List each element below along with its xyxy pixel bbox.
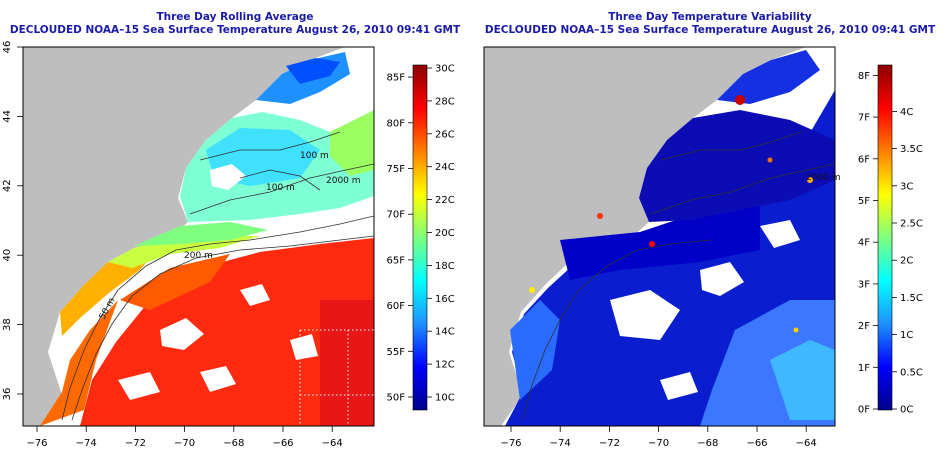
colorbar-c-label: 16C [435, 294, 455, 305]
right-x-tick-label: −72 [599, 438, 620, 449]
left-y-tick-label: 44 [2, 110, 13, 123]
left-map-frame [22, 46, 375, 427]
right-title-line2: DECLOUDED NOAA–15 Sea Surface Temperatur… [484, 24, 936, 36]
colorbar-f-label: 2F [858, 321, 870, 332]
colorbar-c-label: 2.5C [900, 219, 923, 230]
colorbar-c-label: 14C [435, 327, 455, 338]
left-title-line1: Three Day Rolling Average [156, 11, 314, 23]
colorbar-c-label: 12C [435, 360, 455, 371]
colorbar-f-label: 5F [858, 196, 870, 207]
colorbar-c-label: 30C [435, 64, 455, 75]
colorbar-c-label: 18C [435, 261, 455, 272]
contour-label-100m-a: 100 m [300, 151, 329, 161]
colorbar-f-label: 0F [858, 405, 870, 416]
colorbar-f-label: 70F [387, 210, 406, 221]
colorbar-c-label: 22C [435, 195, 455, 206]
right-x-tick-label: −68 [697, 438, 718, 449]
left-x-tick-label: −74 [76, 438, 97, 449]
left-colorbar-fahrenheit-ticks: 50F 55F 60F 65F 70F 75F 80F 85F [387, 73, 413, 404]
colorbar-f-label: 8F [858, 71, 870, 82]
right-title-line1: Three Day Temperature Variability [608, 11, 812, 23]
contour-label-200m: 200 m [184, 251, 213, 261]
right-colorbar-celsius-ticks: 0C 0.5C 1C 1.5C 2C 2.5C 3C 3.5C 4C [892, 107, 923, 416]
colorbar-f-label: 75F [387, 164, 406, 175]
right-x-tick-label: −70 [648, 438, 669, 449]
colorbar-f-label: 80F [387, 118, 406, 129]
colorbar-f-label: 4F [858, 238, 870, 249]
right-x-tick-label: −64 [796, 438, 817, 449]
colorbar-f-label: 6F [858, 154, 870, 165]
left-y-tick-label: 36 [2, 388, 13, 401]
right-x-tick-label: −74 [550, 438, 571, 449]
contour-label-100m-b: 100 m [266, 183, 295, 193]
right-colorbar-fahrenheit-ticks: 0F 1F 2F 3F 4F 5F 6F 7F 8F [858, 71, 878, 416]
left-x-tick-label: −66 [272, 438, 293, 449]
colorbar-f-label: 55F [387, 347, 406, 358]
colorbar-c-label: 3.5C [900, 144, 923, 155]
colorbar-c-label: 0.5C [900, 367, 923, 378]
right-x-tick-label: −66 [746, 438, 767, 449]
right-x-axis: −76 −74 −72 −70 −68 −66 −64 [500, 426, 817, 449]
left-title-line2: DECLOUDED NOAA–15 Sea Surface Temperatur… [9, 24, 461, 36]
right-map-title: Three Day Temperature Variability DECLOU… [470, 11, 950, 37]
colorbar-c-label: 20C [435, 228, 455, 239]
colorbar-c-label: 4C [900, 107, 913, 118]
left-y-tick-label: 40 [2, 249, 13, 262]
colorbar-f-label: 65F [387, 255, 406, 266]
left-y-tick-label: 38 [2, 318, 13, 331]
left-y-tick-label: 46 [2, 41, 13, 54]
colorbar-c-label: 3C [900, 181, 913, 192]
colorbar-c-label: 28C [435, 96, 455, 107]
colorbar-c-label: 10C [435, 393, 455, 404]
left-x-axis: −76 −74 −72 −70 −68 −66 −64 [26, 426, 343, 449]
colorbar-f-label: 3F [858, 279, 870, 290]
left-y-tick-label: 42 [2, 179, 13, 192]
left-sst-field [23, 47, 374, 426]
right-colorbar: 0F 1F 2F 3F 4F 5F 6F 7F 8F 0C 0.5C 1C 1.5C 2C 2.5C 3C 3… [858, 64, 923, 416]
colorbar-f-label: 7F [858, 113, 870, 124]
left-colorbar-strip [412, 64, 428, 411]
left-map-title: Three Day Rolling Average DECLOUDED NOAA… [0, 11, 470, 37]
right-variability-field [484, 47, 835, 426]
colorbar-f-label: 1F [858, 363, 870, 374]
left-x-tick-label: −68 [223, 438, 244, 449]
right-x-tick-label: −76 [500, 438, 521, 449]
colorbar-f-label: 50F [387, 393, 406, 404]
right-map: 2000 m −76 −74 −72 −70 −68 −66 −64 [483, 46, 841, 449]
left-x-tick-label: −76 [26, 438, 47, 449]
colorbar-c-label: 1C [900, 330, 913, 341]
right-contour-label-2000m: 2000 m [806, 173, 841, 183]
colorbar-c-label: 24C [435, 162, 455, 173]
colorbar-c-label: 0C [900, 405, 913, 416]
left-map: 100 m 100 m 2000 m 200 m 50 m −76 −74 −72−… [2, 41, 375, 449]
colorbar-c-label: 1.5C [900, 293, 923, 304]
colorbar-c-label: 2C [900, 256, 913, 267]
left-x-tick-label: −72 [125, 438, 146, 449]
colorbar-f-label: 85F [387, 73, 406, 84]
left-y-axis: 36 38 40 42 44 46 [2, 41, 23, 401]
left-x-tick-label: −70 [174, 438, 195, 449]
colorbar-f-label: 60F [387, 301, 406, 312]
left-colorbar-celsius-ticks: 10C 12C 14C 16C 18C 20C 22C 24C 26C 28C 30C [427, 64, 455, 404]
left-x-tick-label: −64 [322, 438, 343, 449]
right-colorbar-strip [877, 64, 893, 411]
colorbar-c-label: 26C [435, 129, 455, 140]
right-map-frame [483, 46, 836, 427]
left-colorbar: 50F 55F 60F 65F 70F 75F 80F 85F 10C 12C 14C 16C 18C… [387, 64, 455, 411]
contour-label-2000m: 2000 m [326, 176, 361, 186]
